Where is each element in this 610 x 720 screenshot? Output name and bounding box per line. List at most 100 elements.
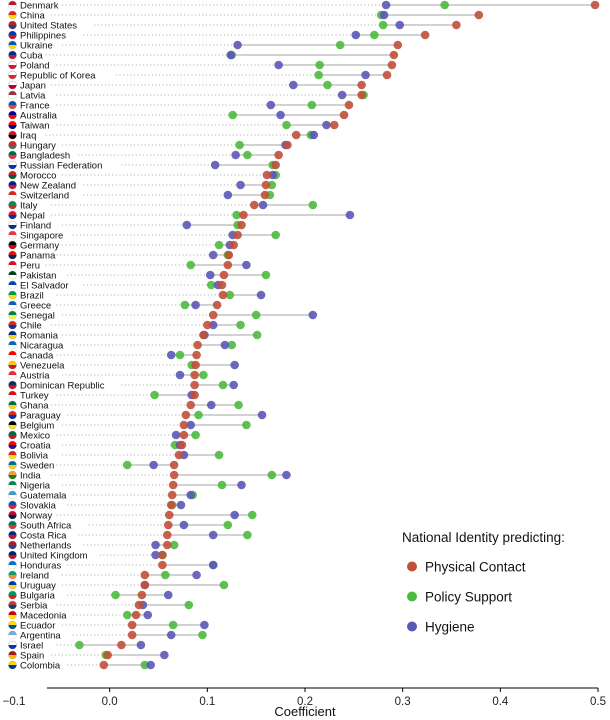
flag-icon-bolivia xyxy=(8,450,17,460)
row-pakistan: Pakistan xyxy=(8,270,271,281)
flag-icon-brazil xyxy=(8,290,17,300)
flag-icon-ireland xyxy=(8,570,17,580)
flag-icon-ghana xyxy=(8,400,17,410)
dot-physical-taiwan xyxy=(330,120,339,130)
x-tick-label: 0.3 xyxy=(395,696,411,708)
flag-icon-belgium xyxy=(8,420,17,430)
dot-policy-ecuador xyxy=(168,620,178,630)
country-label-ecuador: Ecuador xyxy=(20,620,55,631)
flag-icon-united-kingdom xyxy=(8,550,17,560)
flag-icon-costa-rica xyxy=(8,530,17,540)
legend-item-hygiene: Hygiene xyxy=(407,620,475,635)
country-label-colombia: Colombia xyxy=(20,660,61,671)
dot-physical-denmark xyxy=(590,0,600,10)
row-japan: Japan xyxy=(8,80,366,91)
row-south-africa: South Africa xyxy=(8,520,233,531)
flag-icon-paraguay xyxy=(8,410,17,420)
country-label-south-africa: South Africa xyxy=(20,520,72,531)
dot-physical-norway xyxy=(164,510,174,520)
dot-hygiene-austria xyxy=(175,370,185,380)
country-label-denmark: Denmark xyxy=(20,0,59,11)
dot-policy-turkey xyxy=(150,390,159,400)
row-israel: Israel xyxy=(8,640,146,651)
row-germany: Germany xyxy=(8,240,239,251)
country-label-norway: Norway xyxy=(20,510,52,521)
flag-icon-bangladesh xyxy=(8,150,17,160)
country-label-singapore: Singapore xyxy=(20,230,63,241)
x-tick-label: 0.1 xyxy=(199,696,215,708)
flag-icon-nepal xyxy=(8,210,17,220)
flag-icon-netherlands xyxy=(8,540,17,550)
dot-physical-poland xyxy=(387,60,397,70)
legend-label-physical: Physical Contact xyxy=(425,560,526,575)
country-label-israel: Israel xyxy=(20,640,43,651)
dot-hygiene-netherlands xyxy=(151,540,160,550)
country-label-senegal: Senegal xyxy=(20,310,55,321)
dot-hygiene-russian-federation xyxy=(210,160,220,170)
flag-icon-australia xyxy=(8,110,17,120)
row-mexico: Mexico xyxy=(8,430,200,441)
row-guatemala: Guatemala xyxy=(8,490,197,501)
dot-policy-italy xyxy=(308,200,318,210)
dot-hygiene-australia xyxy=(276,110,285,120)
country-label-brazil: Brazil xyxy=(20,290,44,301)
dot-policy-france xyxy=(307,100,317,110)
dot-physical-singapore xyxy=(233,230,242,240)
flag-icon-ecuador xyxy=(8,620,17,630)
flag-icon-slovakia xyxy=(8,500,17,510)
x-tick-label: 0.0 xyxy=(102,696,118,708)
country-label-macedonia: Macedonia xyxy=(20,610,67,621)
country-label-pakistan: Pakistan xyxy=(20,270,56,281)
dot-policy-argentina xyxy=(198,630,207,640)
flag-icon-poland xyxy=(8,60,17,70)
row-senegal: Senegal xyxy=(8,310,318,321)
dot-hygiene-japan xyxy=(288,80,298,90)
dot-physical-argentina xyxy=(127,630,137,640)
dot-hygiene-dominican-republic xyxy=(229,380,239,390)
flag-icon-switzerland xyxy=(8,190,17,200)
row-nepal: Nepal xyxy=(8,210,355,221)
row-australia: Australia xyxy=(8,110,349,121)
dot-policy-canada xyxy=(175,350,185,360)
flag-icon-dominican-republic xyxy=(8,380,17,390)
dot-policy-japan xyxy=(323,80,332,90)
country-label-switzerland: Switzerland xyxy=(20,190,69,201)
flag-icon-bulgaria xyxy=(8,590,17,600)
row-taiwan: Taiwan xyxy=(8,120,339,131)
dot-policy-nicaragua xyxy=(227,340,237,350)
dot-hygiene-ghana xyxy=(206,400,216,410)
dot-physical-senegal xyxy=(208,310,218,320)
row-hungary: Hungary xyxy=(8,140,292,151)
country-label-argentina: Argentina xyxy=(20,630,61,641)
flag-icon-india xyxy=(8,470,17,480)
dot-policy-philippines xyxy=(370,30,379,40)
flag-icon-mexico xyxy=(8,430,17,440)
flag-icon-finland xyxy=(8,220,17,230)
dot-hygiene-united-states xyxy=(395,20,405,30)
dot-hygiene-nigeria xyxy=(237,480,246,490)
row-chile: Chile xyxy=(8,320,245,331)
legend-item-physical: Physical Contact xyxy=(407,560,526,575)
flag-icon-denmark xyxy=(8,0,17,10)
dot-hygiene-united-kingdom xyxy=(151,550,160,560)
dot-physical-india xyxy=(169,470,179,480)
dot-physical-germany xyxy=(229,240,239,250)
row-brazil: Brazil xyxy=(8,290,266,301)
legend-swatch-hygiene xyxy=(407,621,417,632)
x-axis: −0.1 0.0 0.1 0.2 0.3 0.4 0.5 Coefficient xyxy=(3,687,606,719)
dot-physical-cuba xyxy=(389,50,399,60)
country-label-sweden: Sweden xyxy=(20,460,54,471)
row-austria: Austria xyxy=(8,370,208,381)
dot-hygiene-guatemala xyxy=(186,490,196,500)
dot-physical-ukraine xyxy=(393,40,403,50)
dot-physical-honduras xyxy=(158,560,167,570)
dot-policy-pakistan xyxy=(261,270,271,280)
dot-policy-nepal xyxy=(232,210,241,220)
row-bolivia: Bolivia xyxy=(8,450,224,461)
dot-physical-philippines xyxy=(420,30,430,40)
dot-physical-canada xyxy=(192,350,201,360)
row-switzerland: Switzerland xyxy=(8,190,275,201)
dot-hygiene-peru xyxy=(242,260,251,270)
flag-icon-singapore xyxy=(8,230,17,240)
country-label-panama: Panama xyxy=(20,250,56,261)
